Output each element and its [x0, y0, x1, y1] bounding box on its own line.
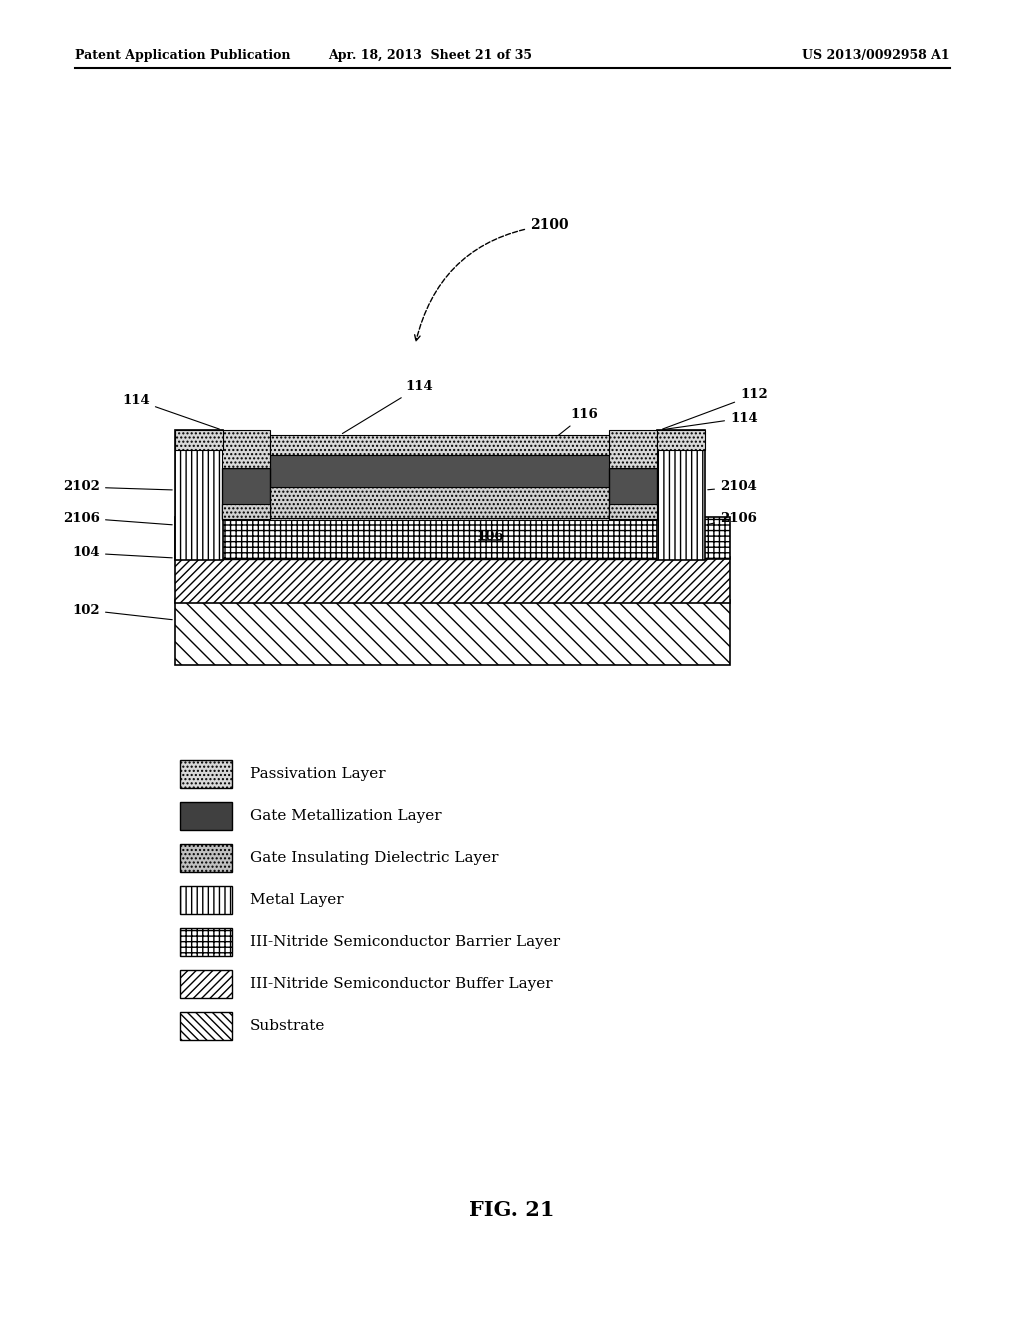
Text: Gate Metallization Layer: Gate Metallization Layer: [250, 809, 441, 822]
Bar: [609, 430, 657, 469]
Bar: [175, 601, 730, 665]
Text: 2102: 2102: [63, 480, 172, 494]
Text: Apr. 18, 2013  Sheet 21 of 35: Apr. 18, 2013 Sheet 21 of 35: [328, 49, 532, 62]
Text: 2106: 2106: [708, 511, 757, 524]
Bar: [222, 504, 270, 519]
Bar: [222, 504, 657, 520]
Text: 2106: 2106: [63, 511, 172, 525]
Text: 114: 114: [663, 412, 758, 429]
Bar: [180, 970, 232, 998]
Text: Metal Layer: Metal Layer: [250, 894, 344, 907]
Text: Patent Application Publication: Patent Application Publication: [75, 49, 291, 62]
Text: Passivation Layer: Passivation Layer: [250, 767, 386, 781]
Text: 2104: 2104: [708, 480, 757, 494]
Bar: [270, 454, 610, 487]
Text: 104: 104: [73, 546, 172, 560]
Bar: [657, 430, 705, 560]
Text: Gate Insulating Dielectric Layer: Gate Insulating Dielectric Layer: [250, 851, 499, 865]
Bar: [180, 803, 232, 830]
Bar: [222, 517, 657, 558]
Bar: [180, 886, 232, 913]
Bar: [180, 760, 232, 788]
Bar: [609, 504, 657, 519]
Bar: [270, 486, 610, 517]
Bar: [657, 430, 705, 450]
Text: 112: 112: [663, 388, 768, 429]
Bar: [175, 430, 223, 560]
Text: 102: 102: [73, 603, 172, 619]
Bar: [175, 430, 223, 450]
Text: 114: 114: [342, 380, 433, 433]
Text: 114: 114: [122, 393, 219, 429]
Bar: [180, 843, 232, 873]
Bar: [180, 1012, 232, 1040]
Bar: [175, 557, 730, 603]
Text: 2100: 2100: [415, 218, 568, 341]
Bar: [175, 517, 730, 558]
Bar: [222, 469, 270, 519]
Bar: [222, 430, 270, 469]
Bar: [270, 436, 610, 455]
Text: III-Nitride Semiconductor Barrier Layer: III-Nitride Semiconductor Barrier Layer: [250, 935, 560, 949]
Text: FIG. 21: FIG. 21: [469, 1200, 555, 1220]
Text: III-Nitride Semiconductor Buffer Layer: III-Nitride Semiconductor Buffer Layer: [250, 977, 553, 991]
Text: Substrate: Substrate: [250, 1019, 326, 1034]
Text: US 2013/0092958 A1: US 2013/0092958 A1: [803, 49, 950, 62]
Text: 116: 116: [493, 408, 598, 488]
Text: 106: 106: [476, 529, 504, 543]
Bar: [180, 928, 232, 956]
Bar: [609, 469, 657, 519]
